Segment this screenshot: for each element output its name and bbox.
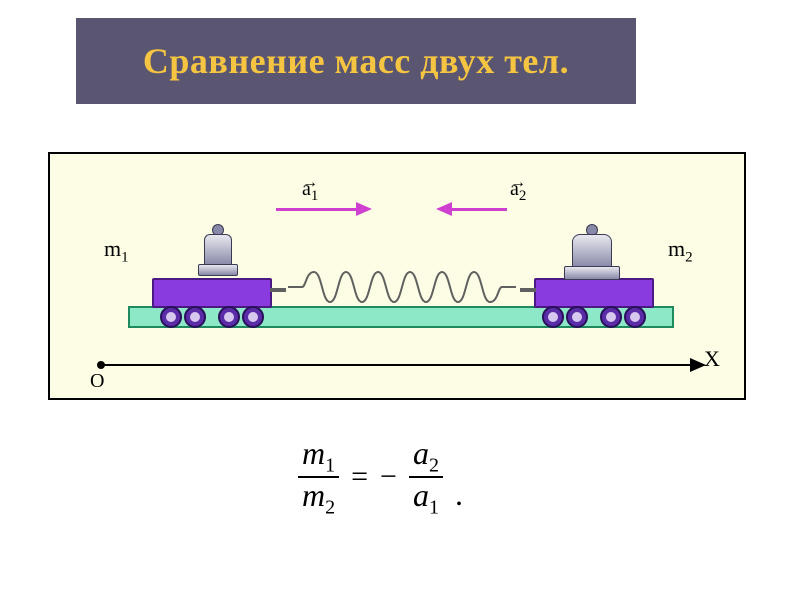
- arrow-head-icon: [356, 202, 372, 216]
- wheel-hub: [248, 312, 258, 322]
- cart-body-right: [534, 278, 654, 308]
- m-letter: m: [104, 236, 121, 261]
- arrow-line: [452, 208, 507, 211]
- wheel-hub: [166, 312, 176, 322]
- title-banner: Сравнение масс двух тел.: [76, 18, 636, 104]
- m-sub: 2: [685, 249, 693, 265]
- wheel-hub: [630, 312, 640, 322]
- hook-right: [520, 288, 536, 292]
- denominator: m2: [298, 476, 339, 518]
- weight-base: [564, 266, 620, 280]
- wheel-hub: [606, 312, 616, 322]
- origin-label: O: [90, 370, 104, 393]
- x-axis: [98, 364, 704, 366]
- weight-right: [564, 232, 620, 282]
- equals-sign: =: [351, 460, 368, 494]
- cart-right: [534, 264, 654, 328]
- m-letter: m: [668, 236, 685, 261]
- origin-dot: [97, 361, 105, 369]
- cart-body-left: [152, 278, 272, 308]
- weight-body: [572, 234, 612, 268]
- mass-label-2: m2: [668, 236, 693, 266]
- wheel-hub: [548, 312, 558, 322]
- wheel-hub: [224, 312, 234, 322]
- title-text: Сравнение масс двух тел.: [143, 40, 569, 82]
- arrow-head-icon: [436, 202, 452, 216]
- wheel-hub: [572, 312, 582, 322]
- fraction-right: a2 a1: [409, 436, 443, 519]
- cart-left: [152, 264, 272, 328]
- denominator: a1: [409, 476, 443, 518]
- formula: m1 m2 = − a2 a1 .: [298, 436, 463, 519]
- x-axis-label: X: [704, 346, 720, 372]
- minus-sign: −: [380, 460, 397, 494]
- arrow-line: [276, 208, 356, 211]
- spring-icon: [288, 270, 516, 304]
- fraction-left: m1 m2: [298, 436, 339, 519]
- weight-left: [196, 232, 240, 280]
- period: .: [455, 476, 463, 513]
- acceleration-arrow-2: [436, 202, 507, 216]
- weight-body: [204, 234, 232, 266]
- numerator: a2: [409, 436, 443, 476]
- wheel-hub: [190, 312, 200, 322]
- vector-hat-icon: →: [302, 174, 318, 192]
- diagram-container: m1 m2 → a1 → a2 O X: [48, 152, 746, 400]
- vector-label-a1: → a1: [302, 178, 318, 205]
- vector-hat-icon: →: [510, 174, 526, 192]
- acceleration-arrow-1: [276, 202, 372, 216]
- hook-left: [270, 288, 286, 292]
- numerator: m1: [298, 436, 339, 476]
- m-sub: 1: [121, 249, 129, 265]
- mass-label-1: m1: [104, 236, 129, 266]
- weight-base: [198, 264, 238, 276]
- vector-label-a2: → a2: [510, 178, 526, 205]
